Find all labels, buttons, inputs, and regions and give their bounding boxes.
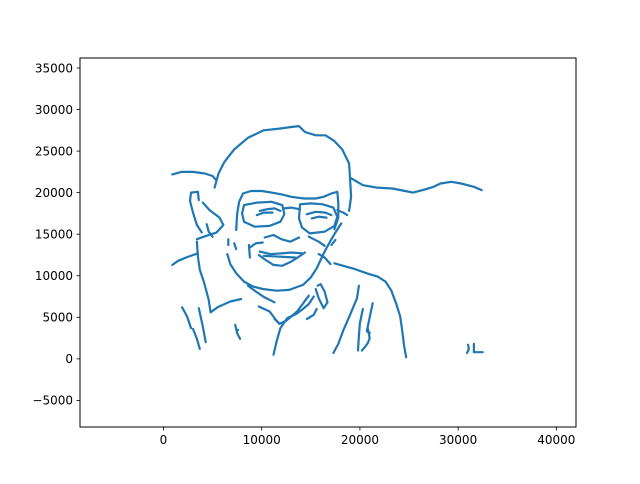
series-0-segment-35 xyxy=(305,307,318,321)
series-0-segment-11 xyxy=(258,207,282,212)
plot-lines xyxy=(171,124,484,359)
series-0-segment-37 xyxy=(197,307,207,344)
series-0-segment-5 xyxy=(195,201,225,241)
y-tick-label-6: 25000 xyxy=(35,144,73,158)
series-0-segment-18 xyxy=(258,250,304,256)
series-0-segment-10 xyxy=(336,209,349,217)
series-0-segment-38 xyxy=(191,327,201,350)
series-0-segment-19 xyxy=(257,251,306,267)
series-0-segment-26 xyxy=(330,238,337,247)
series-0-segment-25 xyxy=(317,253,332,266)
series-0-segment-30 xyxy=(257,294,310,325)
y-axis: −5000 0 5000 10000 15000 20000 25000 30000 35000 xyxy=(32,61,80,408)
series-0-segment-32 xyxy=(333,262,408,359)
series-0-segment-15 xyxy=(263,233,301,243)
x-tick-label-1: 10000 xyxy=(243,433,281,447)
series-0-segment-45 xyxy=(366,329,371,335)
series-0-segment-17 xyxy=(307,235,326,247)
series-0-segment-8 xyxy=(283,206,302,211)
x-axis: 0 10000 20000 30000 40000 xyxy=(160,427,575,447)
series-0-segment-40 xyxy=(236,328,240,332)
x-tick-label-3: 30000 xyxy=(439,433,477,447)
y-tick-label-3: 10000 xyxy=(35,269,73,283)
series-0-segment-47 xyxy=(472,342,484,354)
y-tick-label-4: 15000 xyxy=(35,227,73,241)
plot-frame xyxy=(79,57,577,428)
y-tick-label-1: 0 xyxy=(65,352,73,366)
series-0-segment-36 xyxy=(181,306,193,330)
series-0-segment-3 xyxy=(235,189,340,232)
series-0-segment-0 xyxy=(171,170,217,181)
series-0-segment-22 xyxy=(247,243,251,259)
series-0-segment-21 xyxy=(226,222,343,292)
y-tick-label-5: 20000 xyxy=(35,186,73,200)
series-0-segment-44 xyxy=(365,302,374,333)
y-tick-label-2: 5000 xyxy=(42,311,73,325)
series-0-segment-2 xyxy=(349,176,483,194)
series-0-segment-34 xyxy=(272,295,315,356)
series-0-segment-41 xyxy=(332,284,360,355)
x-tick-label-2: 20000 xyxy=(341,433,379,447)
series-0-segment-24 xyxy=(233,242,238,251)
series-0-segment-39 xyxy=(234,323,242,340)
series-0-segment-28 xyxy=(171,252,199,266)
series-0-segment-1 xyxy=(213,124,353,212)
series-0-segment-20 xyxy=(262,254,297,259)
series-0-segment-16 xyxy=(248,241,264,249)
series-0-segment-33 xyxy=(314,283,329,310)
series-0-segment-43 xyxy=(360,327,371,352)
series-0-segment-29 xyxy=(246,284,276,304)
series-0-segment-9 xyxy=(297,202,339,235)
series-0-segment-6 xyxy=(205,223,214,238)
series-0-segment-12 xyxy=(255,211,274,217)
series-0-segment-4 xyxy=(188,190,203,234)
y-tick-label-7: 30000 xyxy=(35,103,73,117)
y-tick-label-8: 35000 xyxy=(35,61,73,75)
series-0-segment-27 xyxy=(195,240,243,314)
series-0-segment-46 xyxy=(465,343,470,355)
series-0-segment-42 xyxy=(356,307,364,352)
series-0-segment-13 xyxy=(305,210,333,217)
series-0-segment-7 xyxy=(241,200,286,228)
series-0-segment-14 xyxy=(310,215,328,220)
x-tick-label-4: 40000 xyxy=(537,433,575,447)
series-0-segment-31 xyxy=(273,317,280,324)
x-tick-label-0: 0 xyxy=(160,433,168,447)
y-tick-label-0: −5000 xyxy=(32,394,73,408)
